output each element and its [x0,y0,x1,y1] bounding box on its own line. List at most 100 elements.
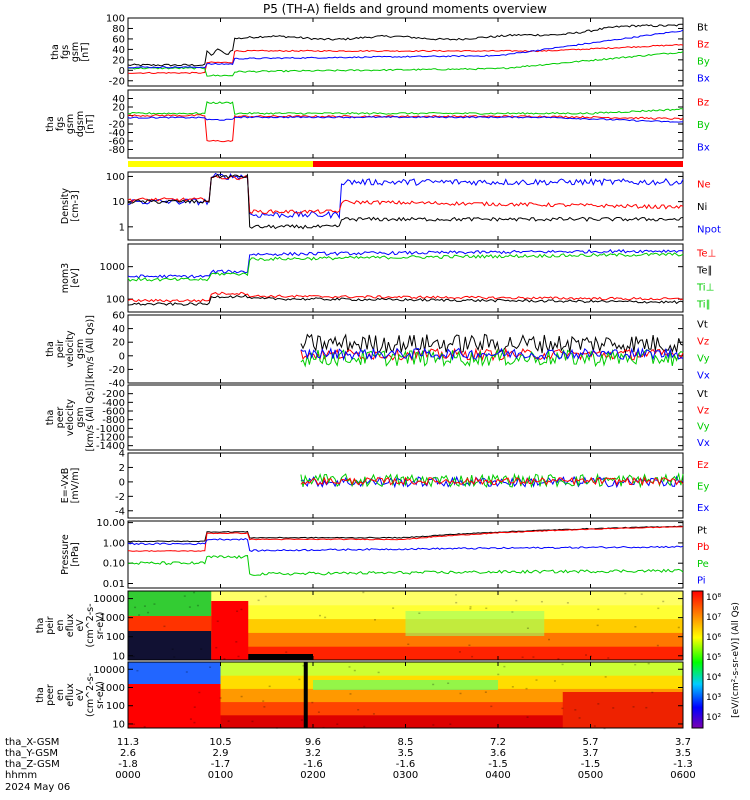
spec-speck [471,655,474,658]
legend-Ti⊥: Ti⊥ [696,283,714,294]
spec-speck [624,592,627,595]
spec-speck [153,603,156,605]
colorbar-title: [eV/(cm²-s-sr-eV)] (All Qs) [731,602,741,718]
y-tick-label: 2 [119,463,125,474]
spec-speck [348,666,351,668]
y-axis-label-line: [nT] [85,114,96,133]
spec-speck [143,725,146,728]
y-tick-label: 10.00 [96,518,125,529]
legend-By: By [697,120,710,131]
y-axis-label-line: peer [55,407,66,429]
x-tick-xgsm: 10.5 [209,737,231,748]
spec-speck [557,658,560,660]
y-axis-label-line: eV [75,619,86,632]
mode-bar [128,161,683,167]
spec-speck [657,607,660,610]
y-tick-label: -1000 [96,424,125,435]
y-tick-label: 100 [106,172,125,183]
y-tick-label: 0.01 [103,579,125,590]
x-tick-xgsm: 11.3 [117,737,139,748]
x-tick-hhmm: 0200 [300,770,325,781]
trace-efield-2 [300,476,684,487]
y-tick-label: 10 [112,651,125,662]
spec-speck [485,607,488,610]
y-tick-label: 0 [119,477,125,488]
spec-speck [349,693,352,695]
trace-fgs_gsm-1 [127,43,684,75]
trace-temp-2 [127,291,684,303]
x-tick-hhmm: 0400 [485,770,510,781]
y-tick-label: 60 [112,34,125,45]
y-axis-label-line: Density [60,188,71,224]
y-tick-label: -20 [109,76,125,87]
spec-speck [656,644,659,647]
spec-speck [143,605,146,607]
x-tick-ygsm: 3.5 [398,748,414,759]
y-axis-label-line: [nPa] [70,542,81,567]
y-axis-label-line: [mV/m] [70,468,81,504]
spec-speck [134,606,137,609]
spec-speck [553,680,556,682]
spec-speck [459,692,462,695]
spec-speck [585,654,588,656]
y-axis-label-line: peer [45,684,56,706]
spec-region [128,662,221,684]
y-tick-label: 0.10 [103,559,125,570]
y-tick-label: -200 [102,389,125,400]
y-axis-label-line: tha [45,410,56,426]
x-tick-xgsm: 5.7 [583,737,599,748]
legend-Bz: Bz [697,97,709,108]
colorbar-label: 10⁵ [706,653,721,663]
spec-speck [634,626,637,628]
y-axis-label-line: [eV] [70,268,81,288]
x-tick-hhmm: 0000 [115,770,140,781]
x-tick-zgsm: -1.6 [396,759,416,770]
trace-density-2 [127,173,684,230]
spec-speck [215,646,218,649]
y-axis-label-line: [km/s (All Qs)] [85,315,96,383]
y-tick-label: -40 [109,379,125,390]
y-tick-label: 40 [112,45,125,56]
y-axis-label-line: sr-eV) [95,681,106,709]
spec-speck [251,720,254,723]
x-tick-zgsm: -1.6 [303,759,323,770]
spec-speck [597,608,600,611]
y-axis-label-line: [cm-3] [70,190,81,221]
legend-Pb: Pb [697,542,709,553]
legend-Vx: Vx [697,438,710,449]
y-axis-label-line: mom3 [60,263,71,293]
y-tick-label: 20 [112,338,125,349]
colorbar-label: 10⁴ [706,673,721,683]
y-tick-label: 40 [112,94,125,105]
spec-band [128,662,683,676]
y-axis-label-line: velocity [65,399,76,437]
y-axis-label: mom3[eV] [60,263,81,293]
spec-speck [535,679,538,681]
y-tick-label: 100 [106,701,125,712]
trace-fgs_gsm-3 [128,29,684,69]
x-row-label: tha_Y-GSM [5,748,58,759]
y-tick-label: -80 [109,145,125,156]
y-tick-label: 1000 [100,613,125,624]
legend-Vz: Vz [697,405,709,416]
spec-speck [235,641,238,643]
colorbar-label: 10³ [706,693,721,703]
y-axis-label-line: peir [55,340,66,359]
spec-speck [490,705,493,708]
x-tick-zgsm: -1.7 [211,759,231,770]
y-axis-label-line: dgsm [75,111,86,137]
y-axis-label: Pressure[nPa] [60,534,81,575]
spec-speck [237,655,240,658]
spec-region [211,601,249,660]
trace-fgs_dgsm-0 [127,114,684,143]
spec-speck [447,682,450,685]
y-axis-label-line: gsm [75,339,86,359]
legend-Ez: Ez [697,460,709,471]
y-tick-label: -600 [102,407,125,418]
spec-speck [193,721,196,724]
spec-speck [525,687,528,690]
spec-speck [458,651,461,653]
y-tick-label: -400 [102,398,125,409]
spec-speck [138,614,141,616]
